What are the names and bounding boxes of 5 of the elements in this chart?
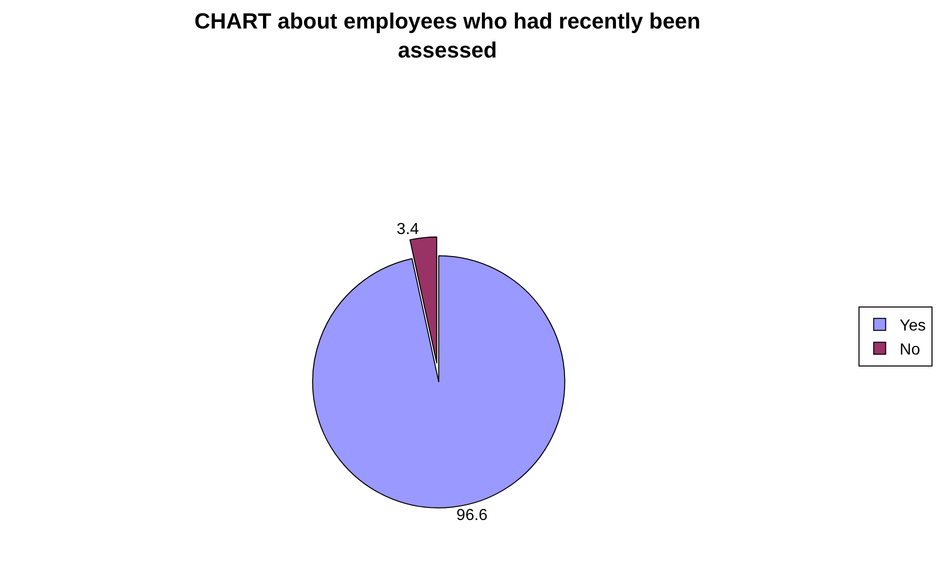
chart-title: CHART about employees who had recently been assessed — [194, 8, 700, 62]
legend-label: No — [900, 341, 920, 358]
legend-label: Yes — [900, 318, 926, 335]
data-label: 96.6 — [456, 507, 488, 524]
data-label: 3.4 — [396, 220, 420, 238]
